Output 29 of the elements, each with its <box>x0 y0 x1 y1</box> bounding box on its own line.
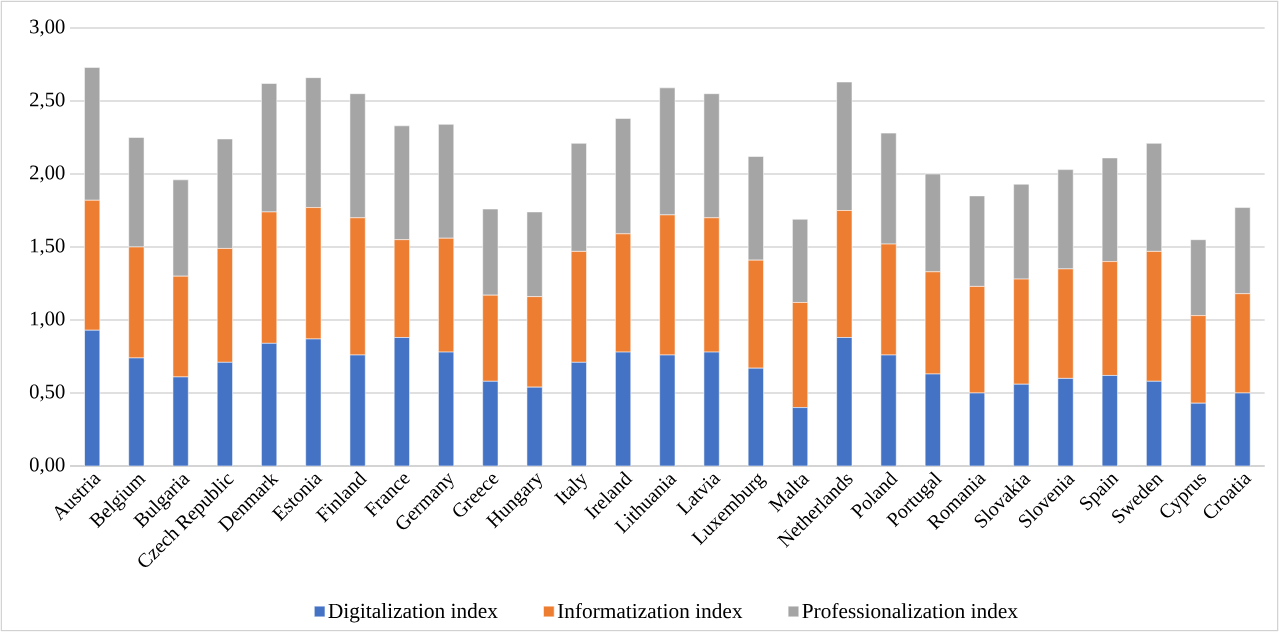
bar <box>1146 381 1162 466</box>
bar <box>747 367 764 466</box>
legend-label: Professionalization index <box>802 602 1018 619</box>
y-tick-label: 0,00 <box>29 457 65 475</box>
bar <box>438 351 455 466</box>
bar <box>305 338 322 466</box>
y-tick-label: 3,00 <box>30 19 65 37</box>
y-tick-label: 0,50 <box>29 384 65 402</box>
bar <box>1101 375 1118 466</box>
bar <box>836 337 853 466</box>
bar <box>570 362 587 466</box>
bar <box>84 329 101 466</box>
bar <box>659 354 676 466</box>
bar <box>261 343 278 466</box>
bar <box>615 351 632 466</box>
bar <box>703 351 720 466</box>
bar <box>1057 378 1074 466</box>
legend-label: Digitalization index <box>328 603 498 623</box>
bar <box>349 354 366 466</box>
y-tick-label: 2,50 <box>30 92 65 110</box>
y-tick-label: 1,00 <box>30 311 65 329</box>
y-tick-label: 1,50 <box>30 238 65 256</box>
legend-label: Informatization index <box>557 602 743 619</box>
bar <box>880 354 897 466</box>
bar <box>482 381 499 466</box>
y-tick-label: 2,00 <box>30 165 65 183</box>
bar <box>216 362 233 466</box>
bar <box>393 337 410 466</box>
bar <box>128 357 145 466</box>
